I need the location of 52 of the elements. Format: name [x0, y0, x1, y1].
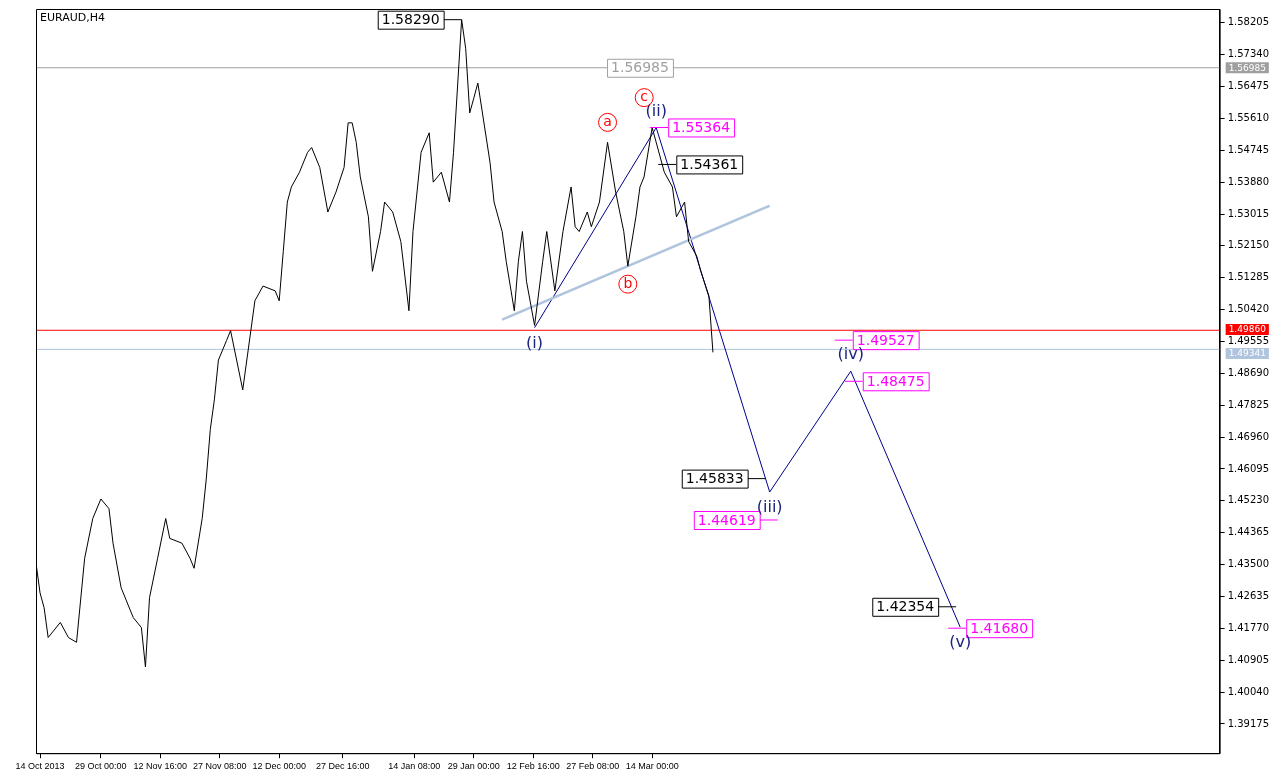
- annotation: 1.55364: [672, 119, 731, 136]
- ref-line-label: 1.49860: [1228, 324, 1267, 335]
- x-tick-label: 29 Jan 00:00: [447, 761, 500, 772]
- y-tick-label: 1.57340: [1227, 48, 1270, 60]
- annotation: (v): [949, 632, 972, 652]
- ref-line-label: 1.49341: [1228, 348, 1266, 359]
- y-tick-label: 1.48690: [1227, 366, 1270, 378]
- y-tick-label: 1.42635: [1227, 590, 1270, 602]
- x-tick-label: 27 Feb 08:00: [566, 761, 620, 772]
- y-tick-label: 1.41770: [1227, 621, 1270, 633]
- y-tick-label: 1.46960: [1227, 430, 1270, 442]
- y-tick-label: 1.54745: [1227, 143, 1270, 155]
- y-tick-label: 1.47825: [1227, 398, 1270, 410]
- x-tick-label: 29 Oct 00:00: [75, 761, 127, 772]
- y-tick-label: 1.56475: [1227, 80, 1270, 92]
- y-tick-label: 1.45230: [1227, 494, 1270, 506]
- y-tick-label: 1.40040: [1227, 685, 1270, 697]
- y-tick-label: 1.50420: [1227, 303, 1270, 315]
- y-tick-label: 1.55610: [1227, 112, 1270, 124]
- y-tick-label: 1.52150: [1227, 239, 1270, 251]
- y-tick-label: 1.53880: [1227, 175, 1270, 187]
- y-tick-label: 1.58205: [1227, 16, 1270, 28]
- y-tick-label: 1.44365: [1227, 526, 1270, 538]
- annotation: 1.45833: [685, 470, 744, 487]
- y-tick-label: 1.51285: [1227, 271, 1270, 283]
- x-tick-label: 12 Dec 00:00: [252, 761, 306, 772]
- x-tick-label: 14 Oct 2013: [15, 761, 65, 772]
- annotation: a: [603, 113, 612, 130]
- annotation: 1.41680: [970, 619, 1029, 636]
- annotation: 1.42354: [876, 598, 935, 615]
- annotation: (i): [526, 332, 544, 352]
- annotation: 1.54361: [680, 156, 739, 173]
- annotation: 1.48475: [866, 372, 925, 389]
- y-tick-label: 1.49555: [1227, 335, 1270, 347]
- x-tick-label: 27 Nov 08:00: [192, 761, 247, 772]
- x-tick-label: 14 Mar 00:00: [625, 761, 679, 772]
- annotation: 1.56985: [611, 59, 669, 76]
- annotation: (iii): [756, 497, 783, 517]
- x-tick-label: 12 Feb 16:00: [506, 761, 560, 772]
- chart-title: EURAUD,H4: [40, 11, 106, 25]
- x-tick-label: 27 Dec 16:00: [315, 761, 370, 772]
- annotation: 1.58290: [381, 11, 440, 28]
- y-tick-label: 1.46095: [1227, 462, 1270, 474]
- annotation: b: [623, 274, 633, 291]
- y-tick-label: 1.43500: [1227, 558, 1270, 570]
- ref-line-label: 1.56985: [1228, 62, 1266, 73]
- y-tick-label: 1.39175: [1227, 717, 1270, 729]
- x-tick-label: 12 Nov 16:00: [133, 761, 188, 772]
- x-tick-label: 14 Jan 08:00: [388, 761, 441, 772]
- y-tick-label: 1.40905: [1227, 653, 1270, 665]
- annotation: 1.44619: [697, 511, 756, 528]
- y-tick-label: 1.53015: [1227, 207, 1270, 219]
